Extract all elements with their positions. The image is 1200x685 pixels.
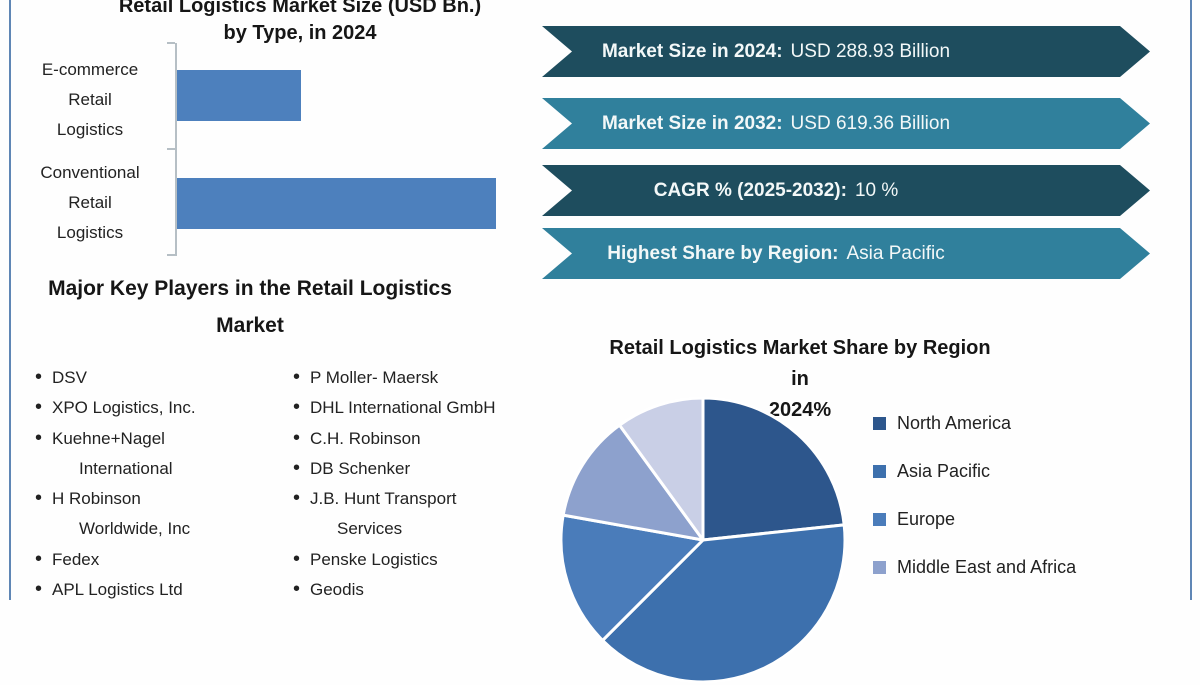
stat-value: Asia Pacific <box>846 242 945 264</box>
pie-slice-unlabeled <box>618 396 705 542</box>
key-player-item: Fedex <box>35 544 287 575</box>
stat-banner-market-size-2024: Market Size in 2024: USD 288.93 Billion <box>542 26 1150 77</box>
key-player-item: DHL International GmbH <box>293 392 555 423</box>
stat-banner-cagr: CAGR % (2025-2032): 10 % <box>542 165 1150 216</box>
key-player-item: Geodis <box>293 574 555 605</box>
legend-item-asia-pacific: Asia Pacific <box>873 461 1076 482</box>
legend-item-middle-east-and-africa: Middle East and Africa <box>873 557 1076 578</box>
bar-ecommerce <box>177 70 301 121</box>
axis-tick <box>167 148 175 150</box>
stat-banner-highest-share-region: Highest Share by Region: Asia Pacific <box>542 228 1150 279</box>
key-players-heading: Major Key Players in the Retail Logistic… <box>48 277 452 337</box>
bar-chart-title-line2: by Type, in 2024 <box>223 22 377 44</box>
stat-value: USD 619.36 Billion <box>790 112 951 134</box>
stat-value: 10 % <box>854 179 899 201</box>
key-player-item: DB Schenker <box>293 453 555 484</box>
bar-category-label-ecommerce: E-commerce Retail Logistics <box>41 60 139 139</box>
pie-chart <box>559 396 847 684</box>
key-player-item: XPO Logistics, Inc. <box>35 392 287 423</box>
pie-slice-north-america <box>701 396 846 542</box>
key-player-item: APL Logistics Ltd <box>35 574 287 605</box>
key-players-list-left: DSV XPO Logistics, Inc. Kuehne+NagelInte… <box>35 362 287 605</box>
legend-swatch <box>873 513 886 526</box>
pie-legend: North America Asia Pacific Europe Middle… <box>873 413 1076 578</box>
axis-tick <box>167 254 175 256</box>
bar-conventional <box>177 178 496 229</box>
key-player-item: C.H. Robinson <box>293 423 555 454</box>
legend-swatch <box>873 561 886 574</box>
bar-category-label-conventional: Conventional Retail Logistics <box>40 163 140 242</box>
key-player-item: DSV <box>35 362 287 393</box>
stat-label: Market Size in 2024: <box>601 40 783 62</box>
stat-label: Market Size in 2032: <box>601 112 783 134</box>
infographic-left-border <box>9 0 11 600</box>
key-player-item: P Moller- Maersk <box>293 362 555 393</box>
stat-value: USD 288.93 Billion <box>790 40 951 62</box>
pie-slice-middle-east-and-africa <box>561 423 705 542</box>
bar-chart-title-line1: Retail Logistics Market Size (USD Bn.) <box>118 0 482 17</box>
legend-swatch <box>873 465 886 478</box>
key-player-item: Penske Logistics <box>293 544 555 575</box>
stat-label: CAGR % (2025-2032): <box>653 179 847 201</box>
bar-chart-y-axis <box>175 43 177 256</box>
legend-item-north-america: North America <box>873 413 1076 434</box>
stat-label: Highest Share by Region: <box>607 242 839 264</box>
stat-banner-market-size-2032: Market Size in 2032: USD 619.36 Billion <box>542 98 1150 149</box>
legend-item-europe: Europe <box>873 509 1076 530</box>
legend-swatch <box>873 417 886 430</box>
retail-logistics-infographic: { "page": { "border_color": "#5f86b5", "… <box>0 0 1200 600</box>
bar-chart-title: Retail Logistics Market Size (USD Bn.) b… <box>40 0 560 47</box>
axis-tick <box>167 42 175 44</box>
pie-chart-title: Retail Logistics Market Share by Region … <box>609 337 991 421</box>
infographic-right-border <box>1190 0 1192 600</box>
key-players-list-right: P Moller- Maersk DHL International GmbH … <box>293 362 555 605</box>
